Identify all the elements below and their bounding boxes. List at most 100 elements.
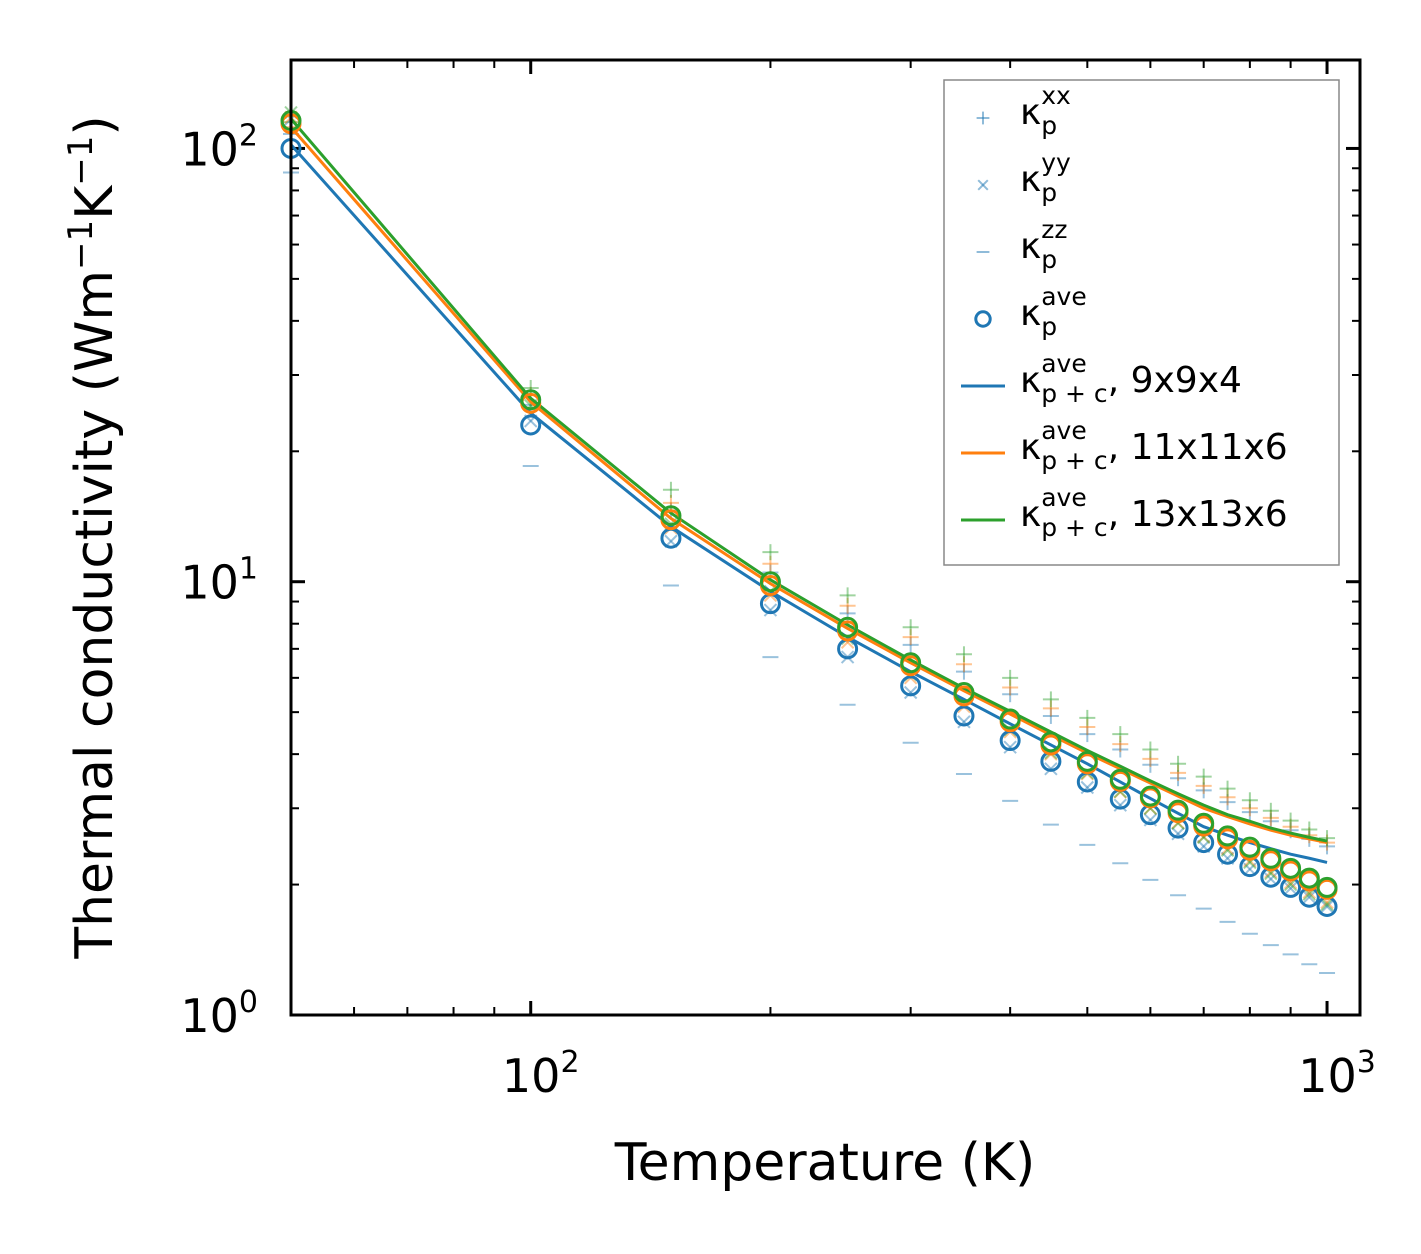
data-point-plus xyxy=(1042,691,1059,708)
data-point-circle xyxy=(1239,836,1261,858)
data-point-circle xyxy=(953,705,975,727)
data-point-cross xyxy=(903,685,918,700)
series-line xyxy=(289,117,1328,843)
data-point-plus xyxy=(1219,780,1236,797)
data-point-cross xyxy=(763,603,778,617)
legend-entry: κzz p xyxy=(976,215,1067,274)
data-point-plus xyxy=(1142,750,1159,767)
data-point-plus xyxy=(1112,726,1129,743)
data-point-circle xyxy=(1139,785,1161,807)
data-point-plus xyxy=(1241,804,1258,821)
legend-marker-circle xyxy=(974,310,992,328)
legend-label: κave p xyxy=(1020,282,1087,341)
data-point-circle xyxy=(1076,750,1098,772)
data-point-plus xyxy=(839,597,856,614)
legend-entry: κyy p xyxy=(977,148,1071,207)
legend-box xyxy=(943,79,1340,566)
data-point-plus xyxy=(662,494,679,511)
plot-frame xyxy=(289,58,1362,1017)
tick-labels: 102 103 100 101 102 xyxy=(180,118,1375,1103)
data-point-plus xyxy=(1002,669,1019,686)
svg-text:100: 100 xyxy=(180,985,258,1043)
data-point-plus xyxy=(902,629,919,646)
legend-label: κyy p xyxy=(1020,148,1071,207)
legend-entry: κxx p xyxy=(976,81,1071,140)
data-point-circle xyxy=(1217,825,1239,847)
data-layer xyxy=(280,105,1338,975)
data-point-circle xyxy=(1280,857,1302,879)
data-point-cross xyxy=(1003,740,1017,754)
data-point-circle xyxy=(1260,847,1282,869)
data-point-plus xyxy=(1079,709,1096,726)
x-axis-label: Temperature (K) xyxy=(614,1133,1036,1193)
legend-entry: κave p xyxy=(974,282,1087,341)
data-point-plus xyxy=(762,544,779,561)
data-point-plus xyxy=(1170,770,1187,787)
data-point-circle xyxy=(900,652,922,674)
y-tick-label: 100 xyxy=(180,985,258,1043)
y-tick-label: 102 xyxy=(180,118,258,176)
data-point-plus xyxy=(1219,789,1236,806)
data-point-circle xyxy=(900,675,922,697)
legend-marker-cross xyxy=(977,179,989,191)
data-point-plus xyxy=(955,663,972,680)
data-point-plus xyxy=(1142,741,1159,758)
data-point-plus xyxy=(762,555,779,572)
data-point-cross xyxy=(957,715,971,729)
data-point-cross xyxy=(1320,899,1334,914)
data-point-plus xyxy=(1142,756,1159,773)
legend-entry: κave p + c, 11x11x6 xyxy=(961,416,1288,475)
series-line xyxy=(289,126,1328,845)
data-point-circle xyxy=(1109,768,1131,790)
data-point-plus xyxy=(1282,812,1299,829)
legend-marker-plus xyxy=(976,111,990,125)
data-point-circle xyxy=(520,389,542,411)
x-tick-label: 103 xyxy=(1298,1045,1376,1103)
data-point-cross xyxy=(1283,881,1298,896)
data-point-plus xyxy=(1195,777,1212,794)
data-point-circle xyxy=(837,616,859,638)
data-point-circle xyxy=(1298,867,1320,889)
data-point-plus xyxy=(1170,764,1187,781)
data-point-cross xyxy=(1264,872,1278,886)
legend-label: κave p + c, 9x9x4 xyxy=(1020,349,1242,408)
x-tick-label: 102 xyxy=(502,1045,580,1103)
data-point-plus xyxy=(1002,679,1019,696)
legend-label: κave p + c, 13x13x6 xyxy=(1020,483,1288,542)
data-point-cross xyxy=(1320,897,1334,912)
svg-text:102: 102 xyxy=(502,1045,580,1103)
data-point-plus xyxy=(955,656,972,673)
data-point-cross xyxy=(1302,890,1317,904)
data-point-circle xyxy=(1040,731,1062,753)
data-point-plus xyxy=(1079,726,1096,743)
data-point-circle xyxy=(1193,812,1215,834)
legend: κxx p κyy p κzz p κave p κave p + c, 9x9x4 κave p +… xyxy=(943,79,1340,566)
legend-label: κxx p xyxy=(1020,81,1071,140)
svg-text:102: 102 xyxy=(180,118,258,176)
data-point-circle xyxy=(1316,876,1338,898)
data-point-plus xyxy=(1195,768,1212,785)
legend-label: κzz p xyxy=(1020,215,1067,274)
legend-entry: κave p + c, 13x13x6 xyxy=(961,483,1288,542)
data-point-circle xyxy=(520,414,542,436)
data-point-plus xyxy=(1319,830,1336,847)
data-point-plus xyxy=(662,481,679,498)
data-point-plus xyxy=(902,636,919,653)
data-point-plus xyxy=(1112,741,1129,758)
data-point-circle xyxy=(1167,799,1189,821)
data-point-plus xyxy=(902,619,919,636)
data-point-plus xyxy=(1241,800,1258,817)
data-point-plus xyxy=(1241,792,1258,809)
data-point-plus xyxy=(839,587,856,604)
data-point-cross xyxy=(1113,798,1127,812)
svg-text:101: 101 xyxy=(180,552,258,610)
data-point-cross xyxy=(1044,762,1058,776)
data-point-circle xyxy=(660,505,682,527)
data-point-circle xyxy=(953,682,975,704)
y-axis-label: Thermal conductivity (Wm−1K−1) xyxy=(61,115,125,959)
data-point-plus xyxy=(1002,686,1019,703)
data-point-plus xyxy=(1301,821,1318,838)
series-line xyxy=(289,143,1328,864)
data-point-plus xyxy=(1079,719,1096,736)
